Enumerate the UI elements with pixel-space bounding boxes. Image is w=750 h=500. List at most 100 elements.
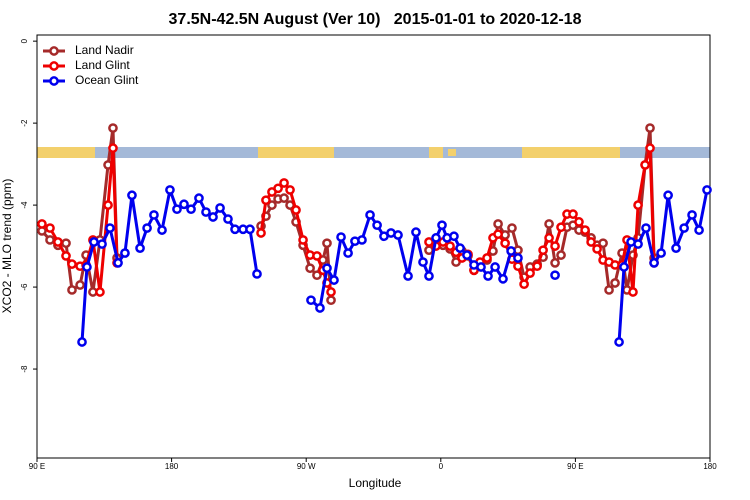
data-point	[120, 248, 130, 258]
data-point	[694, 225, 704, 235]
data-point	[291, 205, 301, 215]
data-point	[702, 185, 712, 195]
data-point	[343, 248, 353, 258]
data-point	[326, 295, 336, 306]
data-point	[544, 233, 554, 243]
data-point	[513, 253, 523, 263]
data-point	[37, 219, 47, 229]
land-band	[522, 147, 620, 158]
data-point	[165, 185, 175, 195]
data-point	[67, 285, 77, 295]
legend-marker	[49, 61, 59, 71]
x-tick-label: 90 W	[297, 462, 316, 471]
data-point	[538, 245, 548, 256]
x-tick-label: 90 E	[567, 462, 583, 471]
data-point	[574, 217, 584, 227]
data-point	[95, 287, 105, 297]
data-point	[45, 235, 55, 245]
data-point	[513, 261, 523, 272]
data-point	[403, 271, 413, 281]
data-point	[663, 190, 673, 201]
data-point	[61, 238, 71, 249]
data-point	[45, 223, 55, 233]
legend-marker	[49, 76, 59, 86]
data-point	[455, 243, 465, 253]
data-point	[424, 237, 434, 247]
ocean-band	[37, 147, 710, 158]
data-point	[135, 243, 145, 253]
data-point	[532, 261, 542, 272]
land-band	[448, 149, 456, 156]
data-point	[550, 258, 560, 268]
data-point	[113, 258, 123, 268]
x-axis-label: Longitude	[349, 476, 402, 490]
data-point	[186, 204, 196, 215]
data-point	[411, 227, 421, 238]
data-point	[431, 233, 441, 243]
y-tick-label: -8	[20, 365, 29, 373]
data-point	[77, 337, 87, 347]
data-point	[619, 262, 629, 272]
data-point	[230, 224, 240, 235]
land-band	[429, 147, 443, 158]
x-tick-label: 0	[439, 462, 444, 471]
land-band	[258, 147, 334, 158]
data-point	[687, 210, 697, 220]
x-tick-label: 180	[703, 462, 717, 471]
data-point	[580, 225, 590, 235]
data-point	[592, 244, 602, 254]
data-point	[418, 257, 428, 267]
data-point	[326, 287, 336, 297]
data-point	[322, 238, 332, 249]
data-point	[245, 224, 255, 235]
data-point	[445, 241, 455, 251]
y-tick-label: -6	[20, 283, 29, 291]
data-point	[365, 210, 375, 220]
data-point	[614, 337, 624, 347]
data-point	[649, 258, 659, 268]
data-point	[507, 223, 517, 233]
data-point	[506, 246, 516, 256]
data-point	[586, 237, 596, 247]
data-point	[493, 229, 503, 240]
data-point	[194, 193, 204, 203]
data-point	[261, 195, 271, 206]
data-point	[279, 193, 289, 203]
data-point	[298, 235, 308, 245]
data-point	[449, 231, 459, 242]
x-tick-label: 180	[165, 462, 179, 471]
data-point	[500, 238, 510, 249]
data-point	[61, 251, 71, 261]
data-point	[279, 178, 289, 188]
data-point	[208, 212, 218, 222]
data-point	[336, 232, 346, 242]
data-point	[315, 303, 325, 313]
data-point	[641, 223, 651, 233]
data-point	[215, 203, 225, 213]
data-point	[53, 237, 63, 247]
data-point	[598, 238, 608, 249]
legend-label: Land Glint	[75, 58, 130, 72]
data-point	[142, 223, 152, 233]
data-point	[544, 219, 554, 229]
data-point	[568, 209, 578, 219]
data-point	[312, 251, 322, 261]
data-point	[127, 190, 137, 201]
data-point	[610, 278, 620, 288]
data-point	[149, 210, 159, 220]
chart-title: 37.5N-42.5N August (Ver 10) 2015-01-01 t…	[169, 11, 582, 28]
data-point	[490, 262, 500, 272]
data-point	[82, 262, 92, 272]
data-point	[306, 295, 316, 306]
data-point	[108, 143, 118, 153]
data-point	[604, 285, 614, 295]
data-point	[640, 160, 650, 170]
data-point	[424, 271, 434, 281]
data-point	[322, 263, 332, 274]
data-point	[172, 204, 182, 215]
data-point	[305, 263, 315, 274]
data-point	[550, 241, 560, 251]
data-point	[223, 214, 233, 224]
data-point	[75, 280, 85, 290]
